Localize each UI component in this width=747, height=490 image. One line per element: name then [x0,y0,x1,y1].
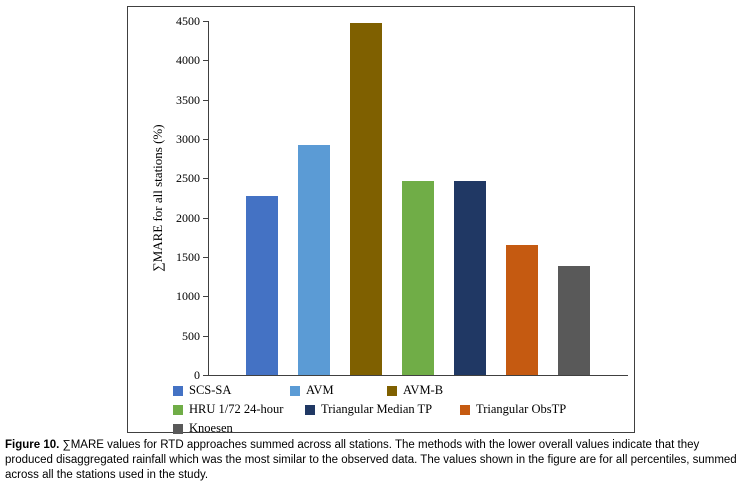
bar-avm [298,144,330,375]
y-tick-label: 3500 [176,92,200,107]
y-tick-label: 3000 [176,132,200,146]
y-tick-label: 0 [194,368,200,382]
legend-item-triangular-obstp: Triangular ObsTP [460,402,566,417]
bar-avm-b [350,22,382,375]
bars-group [128,7,634,432]
x-axis-line [208,375,628,376]
legend-item-avm: AVM [290,383,387,398]
legend-swatch [305,404,315,415]
legend-label: Triangular ObsTP [476,402,567,416]
bar-triangular-median-tp [454,180,486,375]
legend-swatch [290,385,300,396]
y-tick-mark [203,60,208,62]
y-tick-label: 4500 [176,14,200,28]
legend-label: Triangular Median TP [321,402,433,416]
y-tick-mark [203,335,208,337]
bar-scs-sa [246,195,278,375]
bar-hru-1-72-24-hour [402,181,434,375]
legend-item-avm-b: AVM-B [387,383,443,398]
y-tick-mark [203,21,208,22]
legend-item-hru-1-72-24-hour: HRU 1/72 24-hour [173,402,305,417]
y-tick-mark [203,99,208,101]
legend-swatch [460,404,470,415]
y-axis-line [208,21,209,376]
y-tick-label: 1000 [176,289,200,304]
y-tick-label: 2500 [176,171,200,186]
bar-knoesen [558,266,590,375]
y-tick-mark [203,139,208,140]
y-tick-mark [203,217,208,219]
y-tick-label: 4000 [176,53,200,68]
legend-item-knoesen: Knoesen [173,421,233,436]
legend-item-scs-sa: SCS-SA [173,383,290,398]
y-tick-label: 2000 [176,210,200,225]
legend-swatch [173,423,183,434]
y-tick-mark [203,296,208,298]
y-tick-label: 500 [182,328,200,343]
y-tick-mark [203,178,208,180]
legend-row: Knoesen [128,419,634,438]
figure-caption-label: Figure 10. [5,439,60,451]
legend-label: Knoesen [189,421,233,435]
y-tick-label: 1500 [176,250,200,264]
legend-label: AVM [306,383,334,397]
legend-row: SCS-SA AVM AVM-B [128,381,634,400]
legend-swatch [387,385,397,396]
legend-row: HRU 1/72 24-hour Triangular Median TP Tria… [128,400,634,419]
legend-label: AVM-B [403,383,444,397]
bar-triangular-obstp [506,245,538,375]
legend-item-triangular-median-tp: Triangular Median TP [305,402,460,417]
figure-caption-text: ∑MARE values for RTD approaches summed a… [5,439,737,482]
legend: SCS-SA AVM AVM-B HRU 1/72 24-hour Triangular… [128,381,634,438]
chart-box: ∑MARE for all stations (%) 0 500 1000 1500 2… [127,6,635,435]
legend-label: HRU 1/72 24-hour [189,402,284,416]
figure-caption: Figure 10. ∑MARE values for RTD approach… [5,438,743,484]
legend-swatch [173,404,183,415]
legend-swatch [173,385,183,396]
y-tick-mark [203,375,208,376]
legend-label: SCS-SA [189,383,232,397]
y-tick-mark [203,257,208,258]
